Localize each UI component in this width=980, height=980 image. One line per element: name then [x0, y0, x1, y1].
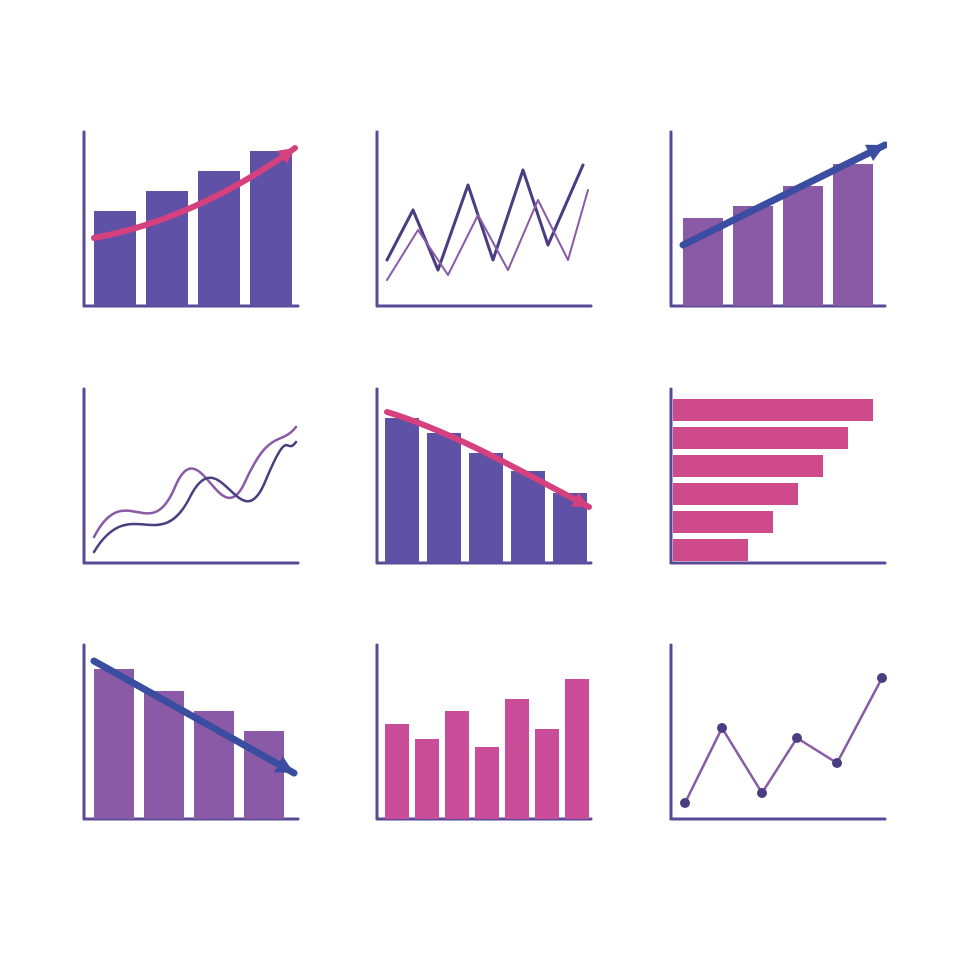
chart-bar-up-pink-arrow: [80, 130, 313, 337]
chart-zigzag-lines: [373, 130, 606, 337]
chart-pink-bar-varied: [373, 643, 606, 850]
chart-horizontal-bars: [667, 387, 900, 594]
chart-wavy-lines: [80, 387, 313, 594]
chart-bar-down-pink-arrow: [373, 387, 606, 594]
chart-bar-down-blue-arrow: [80, 643, 313, 850]
chart-bar-up-blue-arrow: [667, 130, 900, 337]
chart-grid: [80, 130, 900, 850]
chart-dot-line: [667, 643, 900, 850]
